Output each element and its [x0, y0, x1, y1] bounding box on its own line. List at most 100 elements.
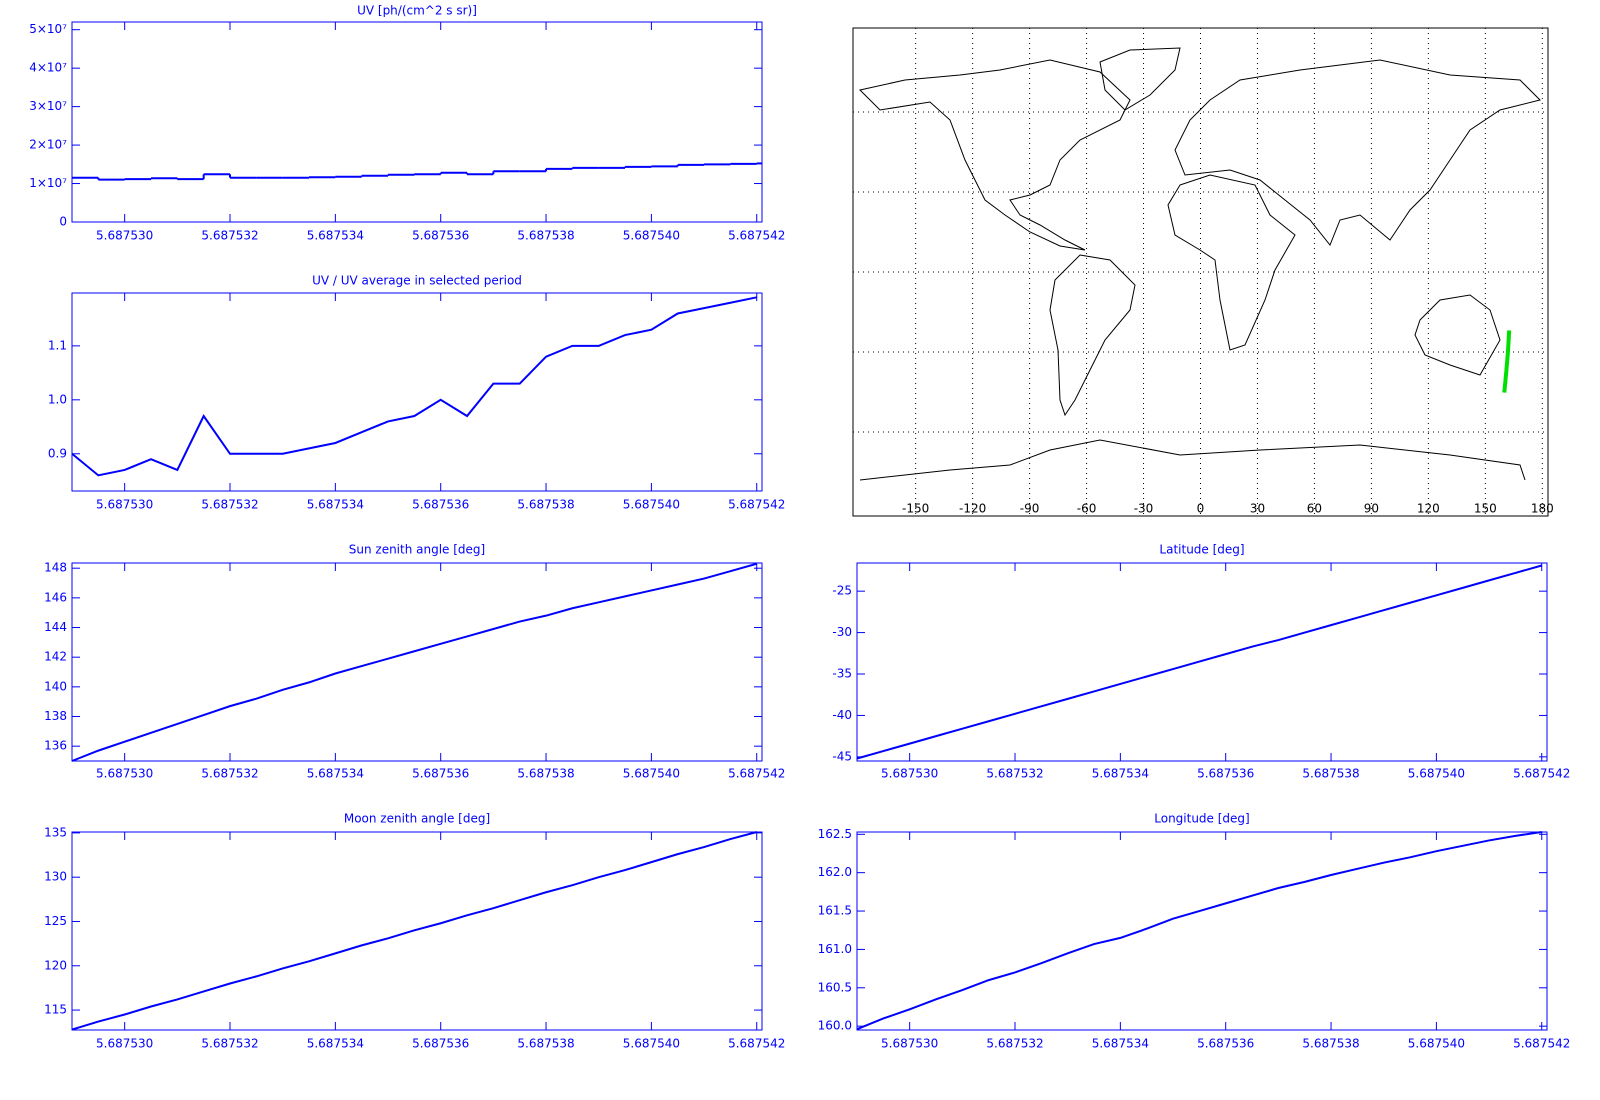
plot-frame	[856, 831, 1548, 1031]
panel: Sun zenith angle [deg] 5.687530 5.687532 5.…	[44, 543, 785, 781]
y-tick-label: 4×10⁷	[29, 61, 67, 75]
x-tick-label: 5.687532	[201, 1037, 258, 1051]
y-tick-label: 135	[44, 825, 67, 839]
y-tick-label: -35	[832, 667, 852, 681]
y-tick-label: 160.5	[818, 980, 852, 994]
data-line	[71, 296, 757, 477]
panel: Latitude [deg] 5.687530 5.687532 5.687534 5.…	[832, 543, 1570, 781]
chart-title: Moon zenith angle [deg]	[344, 812, 490, 826]
x-tick-label: 5.687534	[307, 767, 364, 781]
y-tick-label: 162.0	[818, 865, 852, 879]
x-tick-label: -150	[902, 502, 929, 516]
x-tick-label: 150	[1474, 502, 1497, 516]
data-line	[856, 831, 1542, 1031]
y-tick-label: 1.0	[48, 392, 67, 406]
data-line	[71, 562, 758, 762]
x-tick-label: 5.687538	[517, 767, 574, 781]
y-tick-label: 140	[44, 679, 67, 693]
x-tick-label: 5.687536	[1197, 1037, 1254, 1051]
plot-frame	[71, 21, 763, 223]
x-tick-label: 5.687540	[623, 767, 680, 781]
y-tick-label: 162.5	[818, 827, 852, 841]
y-tick-label: 115	[44, 1003, 67, 1017]
antarctica	[859, 439, 1526, 481]
x-tick-label: 5.687538	[517, 1037, 574, 1051]
x-tick-label: 120	[1417, 502, 1440, 516]
x-tick-label: 180	[1531, 502, 1554, 516]
y-tick-label: -30	[832, 625, 852, 639]
x-tick-label: 5.687536	[412, 498, 469, 512]
y-tick-label: 146	[44, 590, 67, 604]
australia	[1414, 294, 1501, 376]
data-line	[856, 564, 1543, 760]
panel: Longitude [deg] 5.687530 5.687532 5.687534 5…	[818, 812, 1571, 1051]
x-tick-label: 60	[1307, 502, 1322, 516]
y-tick-label: -40	[832, 708, 852, 722]
x-tick-label: 5.687540	[623, 229, 680, 243]
y-tick-label: 0.9	[48, 446, 67, 460]
plot-frame	[71, 292, 763, 492]
x-tick-label: 5.687532	[201, 767, 258, 781]
x-tick-label: 5.687542	[728, 229, 785, 243]
y-tick-label: 161.0	[818, 942, 852, 956]
x-tick-label: 5.687538	[1302, 767, 1359, 781]
y-tick-label: 5×10⁷	[29, 22, 67, 36]
x-tick-label: 5.687532	[986, 1037, 1043, 1051]
eurasia	[1174, 59, 1541, 246]
africa	[1167, 174, 1296, 351]
greenland	[1099, 47, 1181, 111]
y-tick-label: 142	[44, 650, 67, 664]
panel: -150 -120 -90 -60 -30 0 30 60 90 120 150 180	[852, 27, 1554, 517]
y-tick-label: 0	[59, 215, 67, 229]
panel: UV / UV average in selected period 5.6875…	[48, 274, 785, 512]
y-tick-label: 160.0	[818, 1019, 852, 1033]
x-tick-label: 5.687536	[412, 1037, 469, 1051]
plot-frame	[71, 831, 763, 1031]
x-tick-label: 5.687540	[623, 1037, 680, 1051]
x-tick-label: 0	[1197, 502, 1205, 516]
y-tick-label: 3×10⁷	[29, 99, 67, 113]
x-tick-label: 5.687540	[1408, 1037, 1465, 1051]
x-tick-label: 5.687538	[517, 498, 574, 512]
x-tick-label: -30	[1134, 502, 1154, 516]
x-tick-label: 5.687538	[517, 229, 574, 243]
chart-title: Sun zenith angle [deg]	[349, 543, 485, 557]
x-tick-label: 5.687542	[1513, 767, 1570, 781]
x-tick-label: 5.687530	[881, 767, 938, 781]
x-tick-label: 5.687542	[1513, 1037, 1570, 1051]
x-tick-label: 5.687540	[623, 498, 680, 512]
x-tick-label: 5.687534	[307, 1037, 364, 1051]
x-tick-label: 5.687542	[728, 1037, 785, 1051]
y-tick-label: 120	[44, 958, 67, 972]
x-tick-label: 5.687534	[1092, 1037, 1149, 1051]
x-tick-label: 5.687534	[1092, 767, 1149, 781]
y-tick-label: 136	[44, 739, 67, 753]
y-tick-label: 144	[44, 620, 67, 634]
x-tick-label: 5.687536	[412, 229, 469, 243]
x-tick-label: -120	[959, 502, 986, 516]
plot-frame	[71, 562, 763, 762]
x-tick-label: 30	[1250, 502, 1265, 516]
x-tick-label: 5.687536	[1197, 767, 1254, 781]
x-tick-label: 5.687530	[96, 1037, 153, 1051]
x-tick-label: 5.687542	[728, 767, 785, 781]
data-line	[71, 831, 757, 1031]
x-tick-label: 5.687530	[881, 1037, 938, 1051]
x-tick-label: -60	[1077, 502, 1097, 516]
x-tick-label: 5.687532	[201, 498, 258, 512]
south-america	[1049, 254, 1136, 417]
coastlines	[859, 47, 1541, 481]
chart-title: Latitude [deg]	[1159, 543, 1244, 557]
y-tick-label: -45	[832, 749, 852, 763]
panel: Moon zenith angle [deg] 5.687530 5.687532 5…	[44, 812, 785, 1051]
north-america	[859, 59, 1131, 251]
x-tick-label: 5.687530	[96, 229, 153, 243]
y-tick-label: 138	[44, 709, 67, 723]
chart-title: Longitude [deg]	[1154, 812, 1249, 826]
x-tick-label: 5.687538	[1302, 1037, 1359, 1051]
ground-track	[1502, 330, 1512, 393]
x-tick-label: -90	[1020, 502, 1040, 516]
x-tick-label: 5.687532	[986, 767, 1043, 781]
